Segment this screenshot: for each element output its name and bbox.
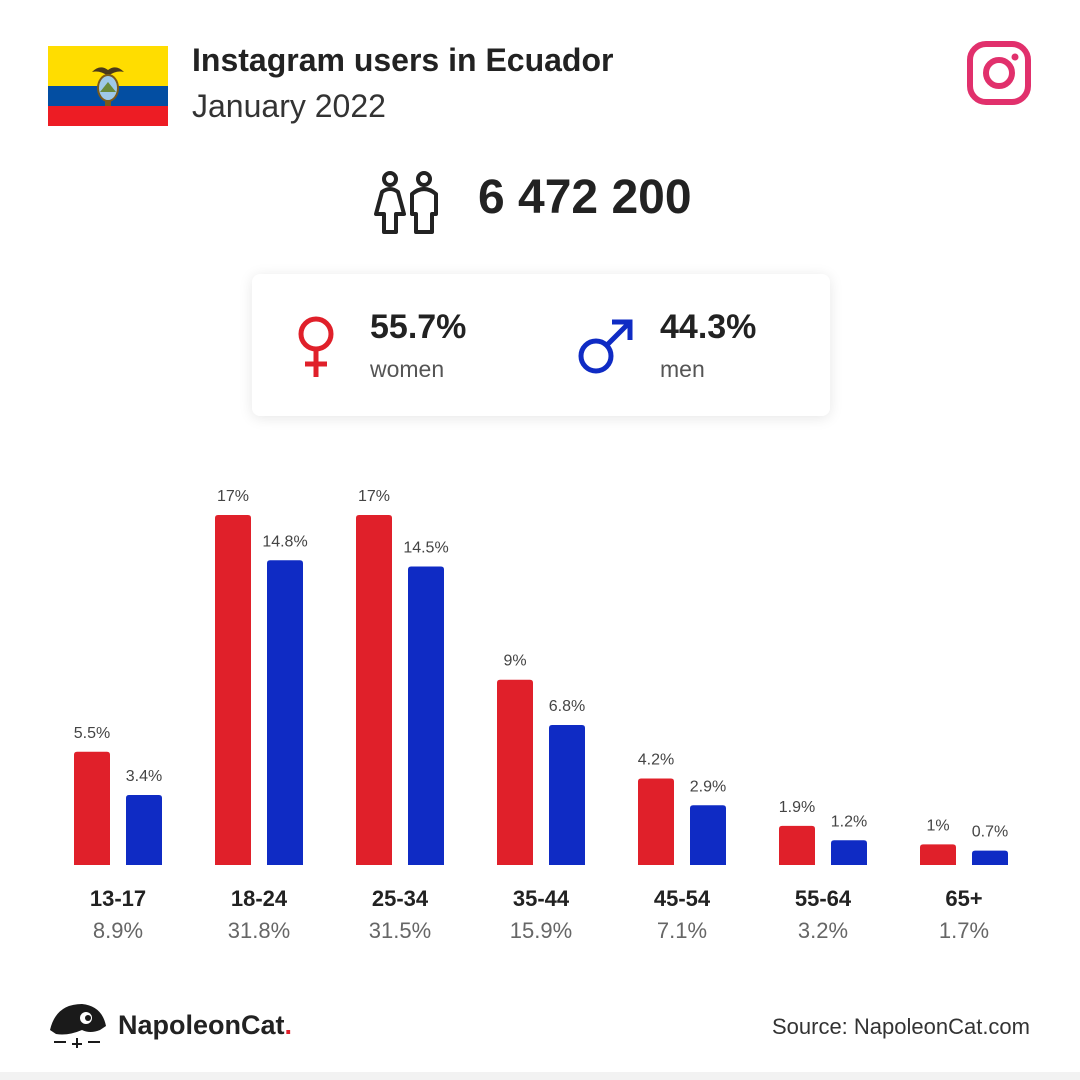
men-value-label-18-24: 14.8% [262, 533, 307, 550]
brand-text: NapoleonCat [118, 1010, 285, 1040]
women-value-label-18-24: 17% [217, 488, 249, 505]
page-subtitle: January 2022 [192, 88, 386, 124]
age-group-label-45-54: 45-54 [654, 886, 711, 911]
women-bar-55-64 [779, 825, 815, 865]
age-group-label-65+: 65+ [945, 886, 982, 911]
men-bar-13-17 [126, 795, 162, 865]
bottom-band [0, 1072, 1080, 1080]
age-gender-bar-chart: 5.5% 3.4% 13-17 8.9% 17% 14.8% 18-24 31.8% 17% 14… [74, 488, 1008, 943]
men-bar-18-24 [267, 560, 303, 865]
men-value-label-13-17: 3.4% [126, 768, 162, 785]
page-title: Instagram users in Ecuador [192, 42, 614, 78]
women-value-label-55-64: 1.9% [779, 799, 815, 816]
ecuador-flag-icon [48, 46, 168, 126]
female-symbol-icon [298, 316, 334, 377]
women-value-label-65+: 1% [926, 817, 949, 834]
age-group-total-18-24: 31.8% [228, 918, 290, 943]
total-users: 6 472 200 [478, 171, 692, 224]
age-group-label-18-24: 18-24 [231, 886, 288, 911]
women-value-label-25-34: 17% [358, 488, 390, 505]
men-bar-65+ [972, 850, 1008, 865]
women-percent: 55.7% [370, 308, 467, 346]
brand-name: NapoleonCat. [118, 1010, 292, 1041]
men-value-label-55-64: 1.2% [831, 813, 867, 830]
men-percent: 44.3% [660, 308, 757, 346]
coat-of-arms-icon [92, 67, 124, 106]
people-icon [374, 171, 438, 234]
age-group-label-13-17: 13-17 [90, 886, 146, 911]
instagram-icon [967, 41, 1031, 105]
gender-card: 55.7% women 44.3% men [252, 274, 830, 416]
age-group-label-25-34: 25-34 [372, 886, 429, 911]
men-bar-45-54 [690, 805, 726, 865]
women-bar-45-54 [638, 778, 674, 865]
women-label: women [370, 356, 445, 382]
age-group-total-45-54: 7.1% [657, 918, 707, 943]
napoleoncat-logo-icon [50, 1004, 106, 1048]
age-group-label-55-64: 55-64 [795, 886, 852, 911]
men-value-label-25-34: 14.5% [403, 539, 448, 556]
women-value-label-45-54: 4.2% [638, 752, 674, 769]
age-group-label-35-44: 35-44 [513, 886, 570, 911]
source-text: Source: NapoleonCat.com [771, 1014, 1030, 1039]
women-bar-65+ [920, 844, 956, 865]
men-value-label-35-44: 6.8% [549, 698, 585, 715]
women-bar-25-34 [356, 515, 392, 865]
age-group-total-35-44: 15.9% [510, 918, 572, 943]
male-symbol-icon [578, 319, 633, 374]
women-bar-35-44 [497, 679, 533, 865]
men-value-label-65+: 0.7% [972, 824, 1008, 841]
brand-dot: . [284, 1010, 293, 1040]
women-bar-18-24 [215, 515, 251, 865]
women-value-label-13-17: 5.5% [74, 725, 110, 742]
men-label: men [660, 356, 705, 382]
men-bar-35-44 [549, 725, 585, 865]
men-bar-25-34 [408, 566, 444, 865]
age-group-total-25-34: 31.5% [369, 918, 431, 943]
women-value-label-35-44: 9% [503, 653, 526, 670]
age-group-total-55-64: 3.2% [798, 918, 848, 943]
age-group-total-65+: 1.7% [939, 918, 989, 943]
men-bar-55-64 [831, 840, 867, 865]
men-value-label-45-54: 2.9% [690, 778, 726, 795]
women-bar-13-17 [74, 751, 110, 865]
age-group-total-13-17: 8.9% [93, 918, 143, 943]
